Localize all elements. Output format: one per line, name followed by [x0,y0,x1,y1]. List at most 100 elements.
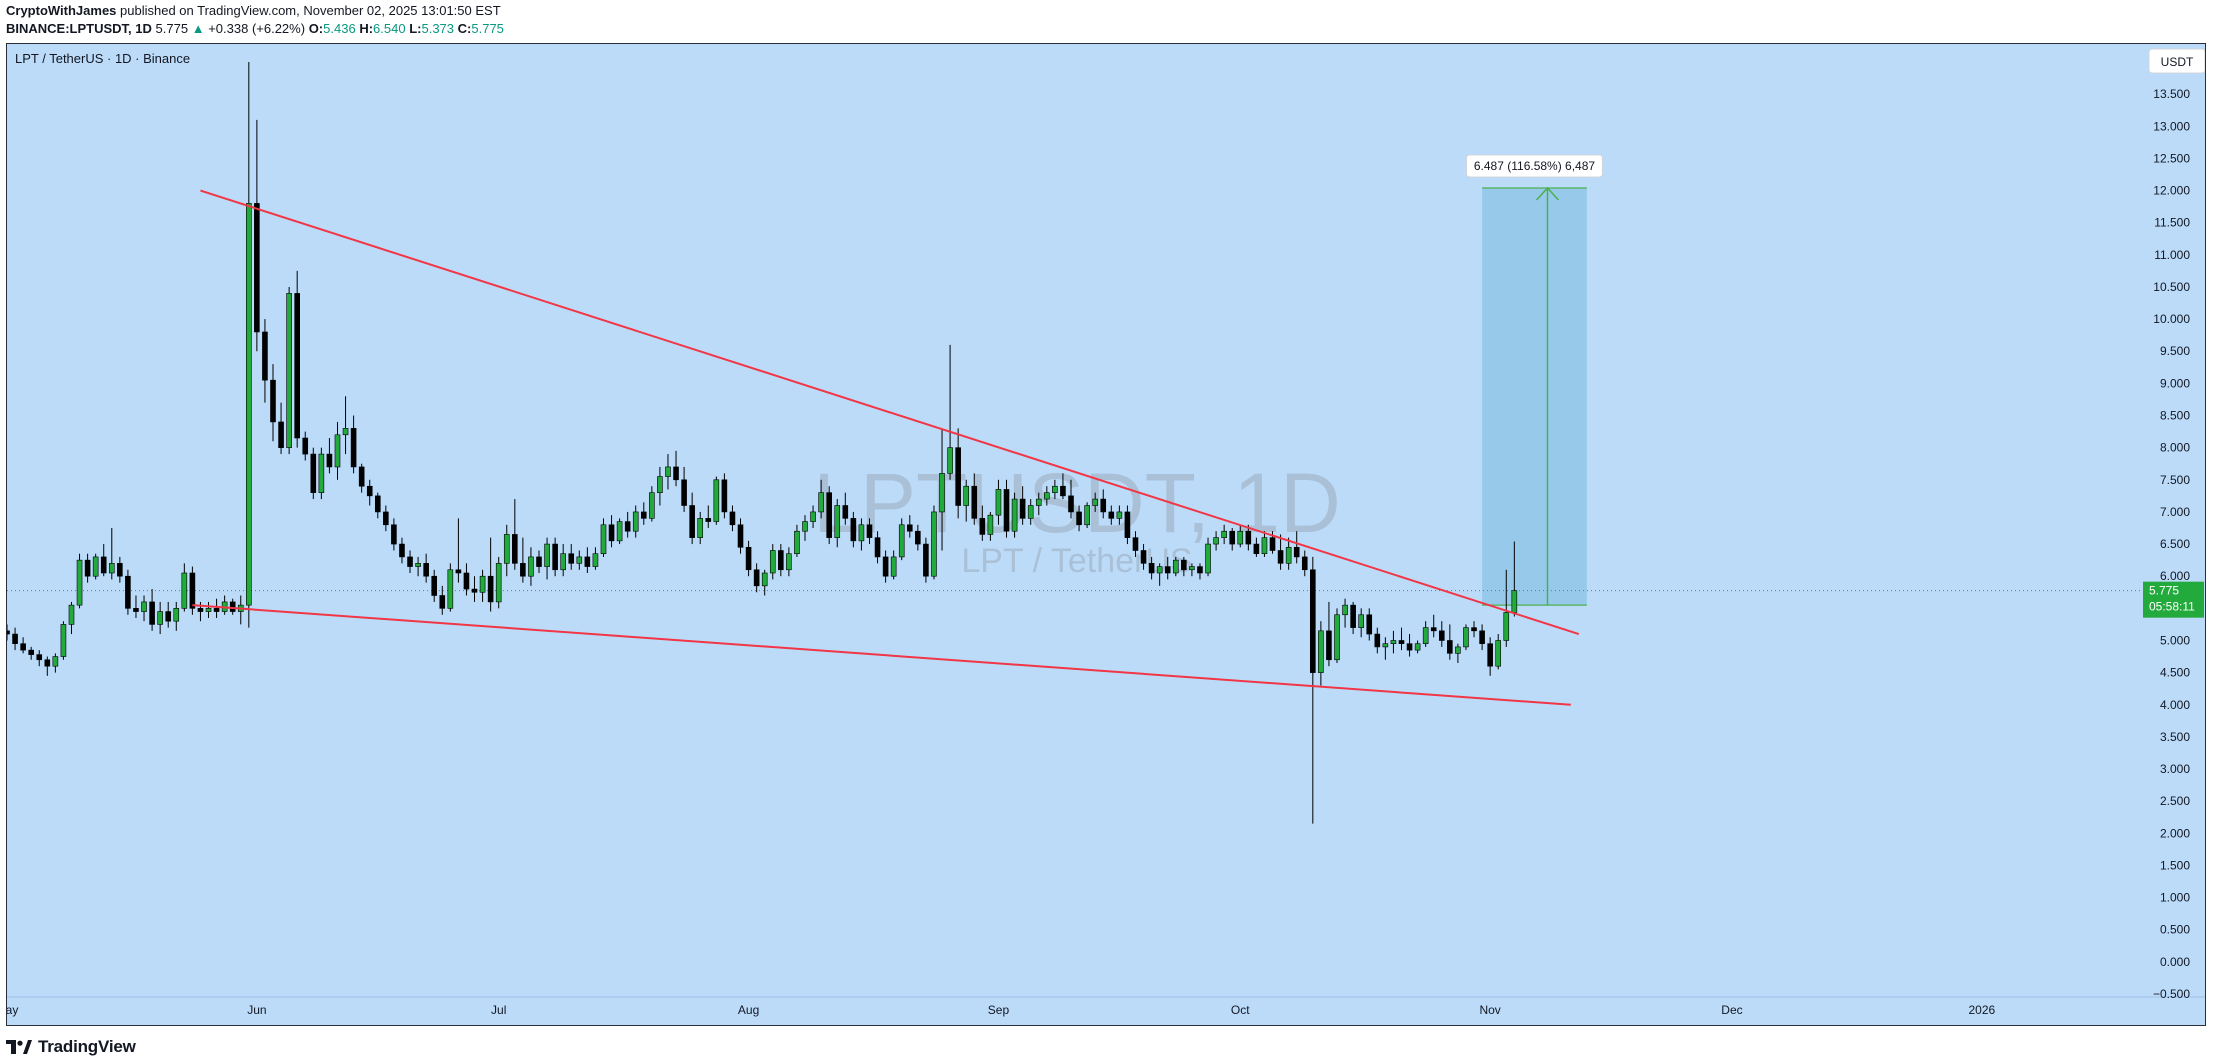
candle-down[interactable] [117,563,123,577]
candle-up[interactable] [794,530,800,555]
candle-down[interactable] [197,608,204,612]
candle-up[interactable] [1116,511,1123,519]
candle-down[interactable] [391,524,397,545]
candle-down[interactable] [189,572,196,609]
candle-down[interactable] [1229,530,1236,545]
candle-down[interactable] [673,466,679,481]
candle-up[interactable] [810,511,816,522]
candle-up[interactable] [1011,498,1018,532]
candle-up[interactable] [1318,630,1324,673]
candle-up[interactable] [769,550,776,574]
candle-down[interactable] [1068,495,1074,513]
trendline-lower[interactable] [192,604,1571,706]
candle-down[interactable] [471,588,478,593]
candle-down[interactable] [326,453,333,468]
candle-up[interactable] [890,556,897,577]
candle-up[interactable] [939,473,945,513]
candle-down[interactable] [882,556,889,577]
candle-up[interactable] [318,453,325,493]
candle-up[interactable] [342,428,349,436]
candle-down[interactable] [358,466,365,487]
candle-up[interactable] [1156,566,1163,574]
candle-down[interactable] [133,608,139,612]
candle-down[interactable] [310,453,317,493]
candle-down[interactable] [1164,566,1171,574]
candle-down[interactable] [1447,640,1453,654]
candle-up[interactable] [1172,559,1179,574]
candle-down[interactable] [955,447,961,506]
candle-up[interactable] [181,572,188,609]
candle-up[interactable] [141,601,147,612]
candle-up[interactable] [205,608,212,612]
candle-up[interactable] [818,492,824,513]
candle-down[interactable] [44,659,51,667]
candle-down[interactable] [971,485,978,519]
candle-down[interactable] [149,601,155,625]
candle-up[interactable] [657,476,663,493]
candle-down[interactable] [915,530,921,545]
candle-down[interactable] [729,511,736,526]
candle-up[interactable] [60,624,67,657]
candle-up[interactable] [995,489,1002,516]
candle-down[interactable] [721,479,728,513]
candle-down[interactable] [1140,550,1147,564]
candle-down[interactable] [1197,566,1203,574]
candle-down[interactable] [1301,556,1308,571]
candle-up[interactable] [1205,543,1211,574]
candle-up[interactable] [92,556,99,577]
candle-down[interactable] [1479,630,1485,644]
candle-up[interactable] [576,556,583,564]
candle-up[interactable] [761,572,768,587]
candle-down[interactable] [842,505,849,519]
target-measure-box[interactable] [1482,187,1587,606]
candle-down[interactable] [1277,550,1284,564]
candle-down[interactable] [1326,630,1332,661]
candle-up[interactable] [1503,612,1510,641]
candle-down[interactable] [423,563,429,577]
candle-down[interactable] [20,643,26,651]
candle-down[interactable] [1269,537,1276,551]
candle-down[interactable] [737,524,744,548]
candle-down[interactable] [923,543,929,577]
candle-up[interactable] [495,563,502,603]
candle-up[interactable] [1237,530,1244,545]
candle-down[interactable] [1438,630,1445,641]
candle-down[interactable] [350,428,357,468]
candle-up[interactable] [1463,627,1469,648]
candle-down[interactable] [512,534,518,564]
candle-up[interactable] [616,521,623,542]
candle-down[interactable] [463,572,470,590]
candle-down[interactable] [7,630,10,635]
chart-frame[interactable]: LPTUSDT, 1D LPT / TetherUS LPT / TetherUS … [6,43,2206,1026]
candle-down[interactable] [229,601,236,612]
candle-down[interactable] [84,559,91,577]
candle-up[interactable] [1221,530,1227,538]
brand-name[interactable]: TradingView [38,1037,136,1056]
candle-up[interactable] [697,518,704,538]
candle-down[interactable] [753,569,760,587]
candle-up[interactable] [1422,627,1429,644]
candle-up[interactable] [1035,498,1042,506]
candle-up[interactable] [1189,566,1195,571]
candle-up[interactable] [987,514,994,535]
candle-down[interactable] [1293,546,1300,558]
candle-up[interactable] [592,553,599,567]
candle-down[interactable] [520,563,526,577]
candle-up[interactable] [1052,485,1058,493]
candle-up[interactable] [1511,590,1518,613]
candle-up[interactable] [52,656,59,667]
candle-up[interactable] [447,569,454,609]
candle-down[interactable] [979,518,986,535]
candle-down[interactable] [1374,633,1381,648]
candle-up[interactable] [1495,640,1502,667]
candle-up[interactable] [713,479,720,522]
candle-up[interactable] [544,543,550,567]
candle-down[interactable] [1487,643,1493,667]
candle-down[interactable] [826,492,832,538]
candle-up[interactable] [76,559,83,606]
candle-down[interactable] [12,633,18,644]
candle-up[interactable] [157,611,163,625]
candle-down[interactable] [1100,498,1107,513]
candle-down[interactable] [874,537,881,558]
candle-up[interactable] [286,293,292,448]
